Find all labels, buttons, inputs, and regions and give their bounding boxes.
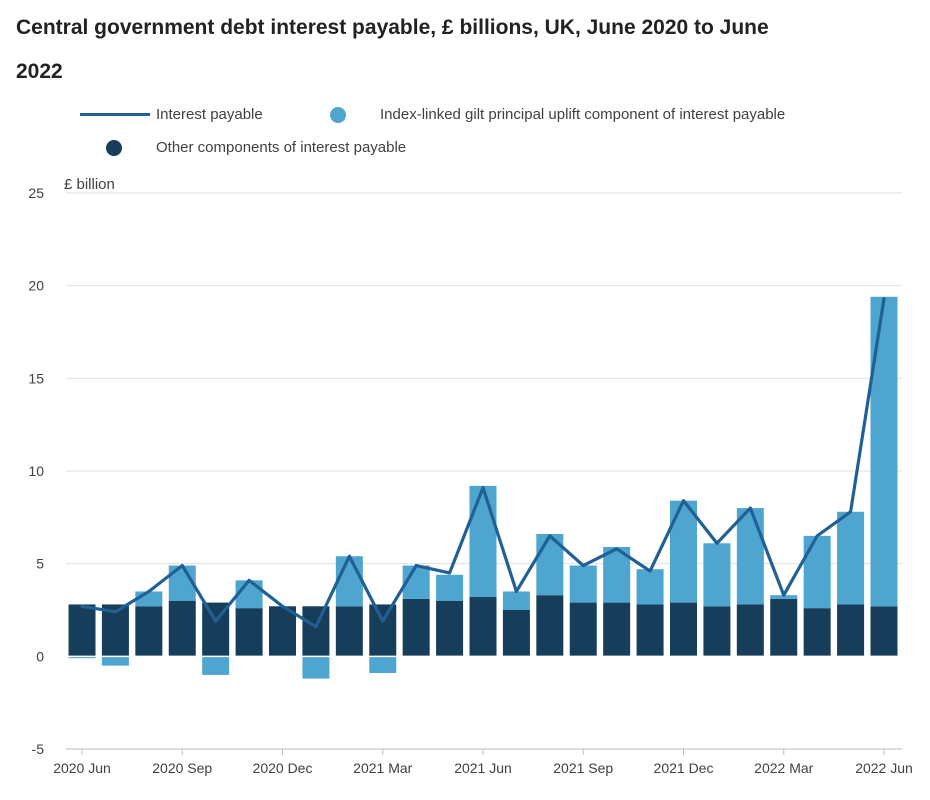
y-tick-label: 15	[28, 370, 44, 386]
bar-other-component	[870, 606, 898, 657]
y-tick-label: 5	[36, 556, 44, 572]
bar-uplift-component	[335, 556, 363, 607]
bar-uplift-component	[369, 656, 397, 674]
bar-other-component	[269, 606, 296, 657]
x-tick-label: 2020 Jun	[53, 760, 111, 776]
x-tick-label: 2022 Mar	[754, 760, 813, 776]
legend-label-interest-payable: Interest payable	[156, 106, 263, 123]
bar-other-component	[168, 600, 196, 657]
legend-label-other: Other components of interest payable	[156, 139, 407, 156]
x-tick-label: 2021 Jun	[454, 760, 512, 776]
bar-other-component	[636, 604, 664, 657]
x-tick-label: 2021 Sep	[553, 760, 613, 776]
bar-other-component	[436, 600, 464, 657]
bar-other-component	[603, 602, 631, 657]
bar-other-component	[569, 602, 597, 657]
bar-uplift-component	[569, 565, 597, 603]
bar-uplift-component	[502, 591, 530, 610]
chart-title: Central government debt interest payable…	[16, 16, 769, 83]
y-axis-label: £ billion	[64, 176, 115, 193]
bar-uplift-component	[703, 543, 731, 607]
bar-uplift-component	[101, 656, 129, 666]
y-tick-label: 10	[28, 463, 44, 479]
bar-other-component	[770, 598, 798, 657]
bar-other-component	[302, 606, 330, 657]
bar-uplift-component	[68, 656, 96, 659]
bar-other-component	[68, 604, 96, 657]
bar-other-component	[502, 610, 530, 657]
bar-other-component	[703, 606, 731, 657]
bar-uplift-component	[770, 595, 798, 599]
x-tick-label: 2020 Sep	[152, 760, 212, 776]
bar-uplift-component	[803, 535, 831, 609]
bar-uplift-component	[469, 485, 497, 598]
legend-item-other: Other components of interest payable	[106, 139, 406, 156]
x-tick-label: 2021 Mar	[353, 760, 412, 776]
bar-uplift-component	[202, 656, 230, 675]
bar-other-component	[335, 606, 363, 657]
bar-other-component	[369, 604, 397, 657]
bar-other-component	[402, 598, 430, 657]
bar-other-component	[135, 606, 163, 657]
x-tick-label: 2021 Dec	[654, 760, 714, 776]
y-tick-label: -5	[32, 741, 45, 757]
bar-other-component	[803, 608, 831, 657]
bar-other-component	[670, 602, 697, 657]
bar-uplift-component	[636, 569, 664, 605]
bar-other-component	[736, 604, 764, 657]
bar-uplift-component	[235, 580, 263, 609]
bar-uplift-component	[670, 500, 697, 603]
y-tick-label: 20	[28, 278, 44, 294]
y-tick-label: 0	[36, 648, 44, 664]
bar-uplift-component	[736, 508, 764, 605]
chart-legend: Interest payable Index-linked gilt princ…	[0, 100, 930, 170]
bar-uplift-component	[837, 511, 865, 605]
legend-item-interest-payable: Interest payable	[80, 106, 263, 123]
x-tick-label: 2020 Dec	[253, 760, 313, 776]
bar-uplift-component	[436, 574, 464, 601]
bar-uplift-component	[870, 296, 898, 607]
legend-dot-other	[106, 139, 122, 156]
bar-other-component	[469, 597, 497, 657]
legend-dot-uplift	[330, 106, 346, 123]
bar-other-component	[235, 608, 263, 657]
y-tick-label: 25	[28, 185, 44, 201]
legend-label-uplift: Index-linked gilt principal uplift compo…	[380, 106, 786, 123]
bar-other-component	[837, 604, 865, 657]
legend-item-uplift: Index-linked gilt principal uplift compo…	[330, 106, 785, 123]
interest-payable-line	[80, 297, 886, 629]
legend-line-swatch	[80, 113, 150, 116]
x-tick-label: 2022 Jun	[855, 760, 913, 776]
bar-other-component	[536, 595, 564, 657]
bar-uplift-component	[302, 656, 330, 679]
